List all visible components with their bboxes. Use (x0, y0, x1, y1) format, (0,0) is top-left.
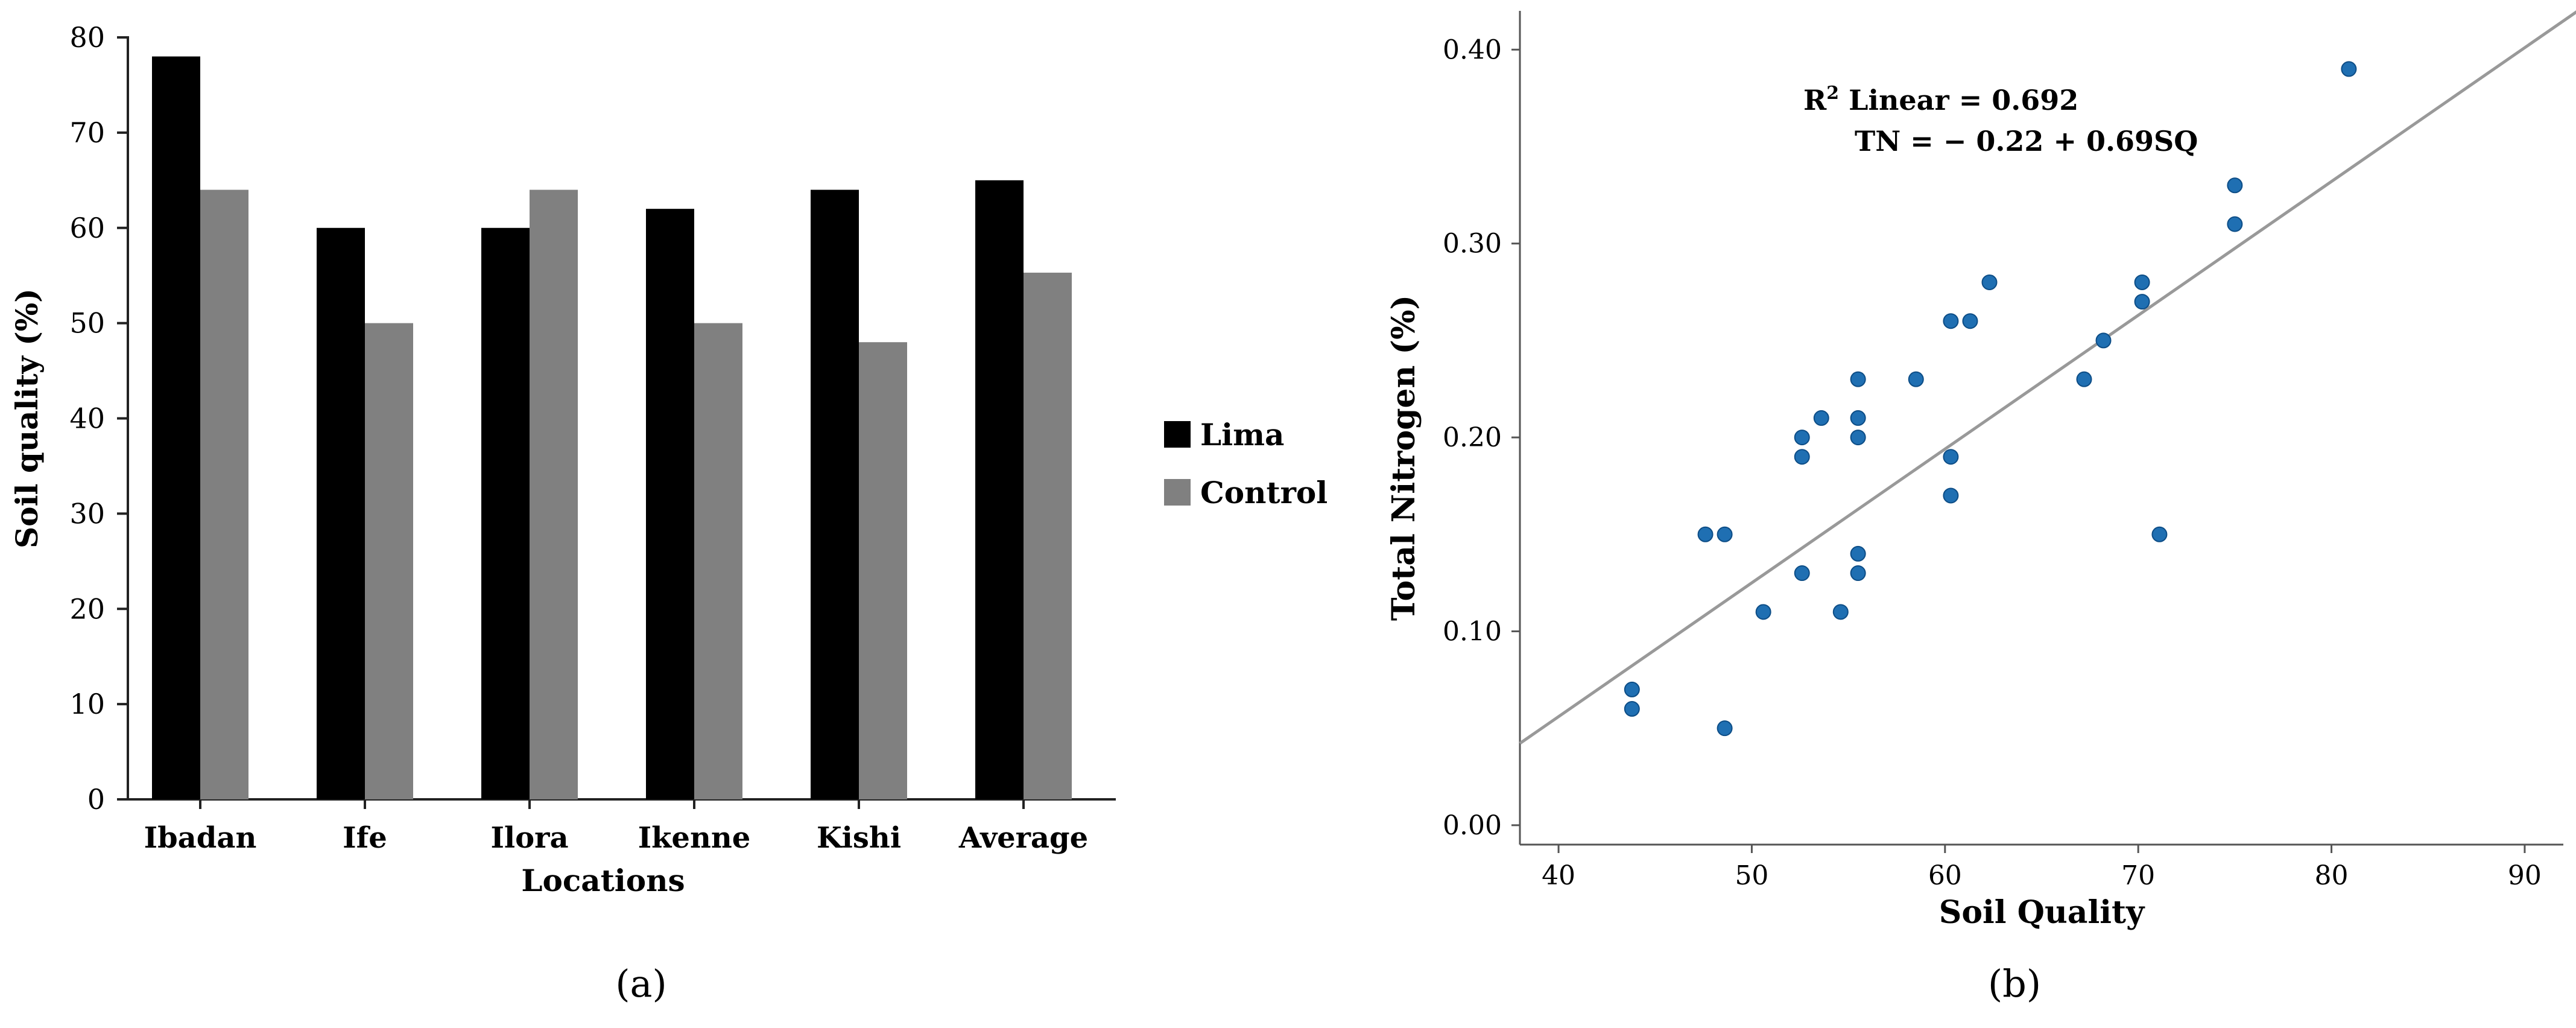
y-tick-label: 80 (69, 21, 105, 54)
bar-control-ikenne (694, 323, 742, 799)
legend-label-control: Control (1200, 475, 1328, 510)
r2-annotation: R2 Linear = 0.692 (1803, 83, 2078, 116)
data-point (2134, 294, 2150, 310)
data-point (1850, 410, 1866, 426)
legend-label-lima: Lima (1200, 417, 1284, 452)
y-tick-label: 70 (69, 116, 105, 149)
data-point (1943, 313, 1959, 329)
bar-lima-ikenne (646, 209, 694, 799)
bar-control-ilora (530, 189, 578, 800)
x-tick-label: Ikenne (638, 821, 751, 855)
data-point (1813, 410, 1829, 426)
bar-lima-ilora (481, 227, 530, 799)
x-tick-label: Average (958, 821, 1088, 855)
x-axis-title: Locations (521, 863, 685, 898)
bar-control-ife (365, 323, 413, 799)
data-point (1624, 701, 1640, 717)
data-point (1981, 274, 1998, 290)
y-tick-label: 0 (87, 783, 105, 816)
x-tick-label: 90 (2508, 860, 2542, 891)
x-axis-title: Soil Quality (1939, 894, 2145, 931)
data-point (2341, 61, 2357, 77)
data-point (1794, 449, 1810, 465)
data-point (1943, 487, 1959, 504)
bar-control-ibadan (200, 189, 248, 800)
data-point (1850, 430, 1866, 446)
data-point (2076, 371, 2092, 387)
y-tick-label: 10 (69, 688, 105, 720)
panel-a-bar-chart: 0 10 20 30 40 50 60 70 80 Ibadan Ife Ilora Ikenne Kis… (9, 21, 1328, 1006)
data-point (1850, 545, 1866, 562)
x-tick-label: 50 (1735, 860, 1768, 891)
r2-value: Linear = 0.692 (1839, 84, 2078, 116)
bar-lima-ibadan (152, 56, 200, 800)
data-point (1850, 565, 1866, 582)
regression-equation: TN = − 0.22 + 0.69SQ (1855, 125, 2198, 157)
data-point (2227, 177, 2243, 194)
y-axis-title: Soil quality (%) (9, 288, 45, 548)
data-point (1962, 313, 1978, 329)
fit-line (1519, 10, 2576, 745)
data-point (1717, 526, 1733, 542)
x-tick-label: Ibadan (144, 821, 257, 855)
bar-lima-kishi (811, 189, 859, 800)
y-tick-label: 0.40 (1443, 34, 1502, 65)
y-tick-label: 0.10 (1443, 616, 1502, 647)
r2-superscript: 2 (1826, 83, 1839, 104)
y-tick-label: 60 (69, 212, 105, 244)
y-tick-label: 20 (69, 592, 105, 625)
bar-lima-average (975, 180, 1024, 799)
y-tick-label: 50 (69, 307, 105, 340)
y-axis-title: Total Nitrogen (%) (1385, 295, 1422, 621)
y-tick-label: 0.00 (1443, 810, 1502, 841)
data-point (2134, 274, 2150, 290)
data-point (1624, 681, 1640, 697)
x-tick-label: Ife (343, 821, 387, 855)
data-point (1832, 604, 1849, 620)
x-tick-label: 40 (1542, 860, 1575, 891)
y-tick-label: 40 (69, 402, 105, 435)
data-point (1697, 526, 1714, 542)
panel-label-a: (a) (615, 962, 666, 1006)
data-point (1850, 371, 1866, 387)
bar-lima-ife (317, 227, 365, 799)
data-point (1794, 565, 1810, 582)
x-tick-label: 80 (2315, 860, 2349, 891)
panel-b-scatter-chart: 0.00 0.10 0.20 0.30 0.40 40 50 60 70 80 90 R2 Linea… (1385, 10, 2576, 1006)
data-point (1794, 430, 1810, 446)
y-tick-label: 0.30 (1443, 229, 1502, 259)
data-point (2151, 526, 2168, 542)
data-point (1943, 449, 1959, 465)
bar-control-average (1024, 272, 1072, 799)
panel-label-b: (b) (1988, 962, 2041, 1006)
y-tick-label: 0.20 (1443, 422, 1502, 453)
x-tick-label: 60 (1928, 860, 1962, 891)
legend-swatch-lima (1164, 421, 1191, 448)
data-point (2227, 216, 2243, 232)
legend-swatch-control (1164, 479, 1191, 506)
bar-control-kishi (859, 342, 907, 799)
y-tick-label: 30 (69, 497, 105, 530)
data-point (1755, 604, 1771, 620)
data-point (1717, 720, 1733, 737)
x-tick-label: Kishi (817, 821, 901, 855)
data-point (1908, 371, 1924, 387)
x-tick-label: Ilora (490, 821, 568, 855)
data-point (2095, 332, 2112, 349)
r2-prefix: R (1803, 84, 1827, 116)
x-tick-label: 70 (2121, 860, 2155, 891)
